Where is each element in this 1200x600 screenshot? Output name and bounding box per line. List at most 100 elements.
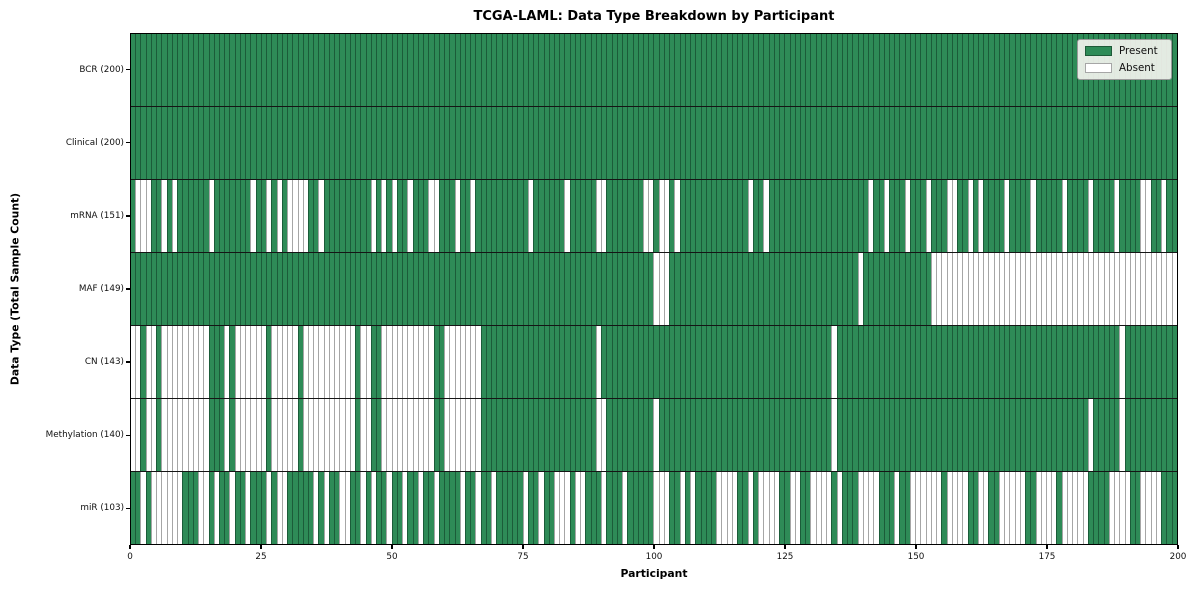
present-cell <box>773 326 780 398</box>
present-cell <box>899 326 905 398</box>
present-cell <box>517 180 523 252</box>
present-cell <box>888 326 895 398</box>
present-cell <box>606 34 612 106</box>
present-cell <box>784 180 790 252</box>
present-cell <box>297 34 303 106</box>
present-cell <box>480 399 486 471</box>
present-cell <box>622 180 628 252</box>
present-cell <box>700 180 706 252</box>
present-cell <box>1014 34 1020 106</box>
present-cell <box>789 34 795 106</box>
present-cell <box>841 326 848 398</box>
present-cell <box>475 107 481 179</box>
present-cell <box>946 399 952 471</box>
present-cell <box>653 326 659 398</box>
present-cell <box>888 34 895 106</box>
absent-cell <box>459 472 465 544</box>
present-cell <box>1035 399 1041 471</box>
absent-cell <box>857 253 863 325</box>
present-cell <box>983 107 989 179</box>
present-cell <box>444 34 450 106</box>
present-cell <box>684 472 691 544</box>
absent-cell <box>826 472 832 544</box>
absent-cell <box>1030 180 1036 252</box>
present-cell <box>396 34 403 106</box>
present-cell <box>355 34 361 106</box>
present-cell <box>904 399 910 471</box>
present-cell <box>192 180 199 252</box>
present-cell <box>297 472 303 544</box>
absent-cell <box>763 180 769 252</box>
present-cell <box>391 107 397 179</box>
absent-cell <box>187 399 193 471</box>
present-cell <box>538 253 544 325</box>
present-cell <box>972 326 978 398</box>
absent-cell <box>883 180 889 252</box>
absent-cell <box>454 399 460 471</box>
present-cell <box>920 326 926 398</box>
y-tick-label: MAF (149) <box>78 284 124 294</box>
present-cell <box>815 34 821 106</box>
absent-cell <box>595 326 602 398</box>
present-cell <box>616 34 623 106</box>
present-cell <box>517 326 523 398</box>
absent-cell <box>967 180 973 252</box>
present-cell <box>1035 107 1041 179</box>
present-cell <box>716 326 722 398</box>
absent-cell <box>747 180 753 252</box>
present-cell <box>433 399 439 471</box>
present-cell <box>909 180 916 252</box>
present-cell <box>773 253 780 325</box>
present-cell <box>412 180 418 252</box>
absent-cell <box>1114 180 1120 252</box>
present-cell <box>208 34 214 106</box>
x-axis-label: Participant <box>620 567 688 580</box>
present-cell <box>747 253 753 325</box>
present-cell <box>726 107 732 179</box>
present-cell <box>438 326 445 398</box>
absent-cell <box>198 472 204 544</box>
absent-cell <box>491 472 497 544</box>
absent-cell <box>287 180 293 252</box>
present-cell <box>402 34 408 106</box>
present-cell <box>1030 107 1036 179</box>
present-cell <box>313 253 319 325</box>
absent-cell <box>768 472 774 544</box>
present-cell <box>784 326 790 398</box>
present-cell <box>726 326 732 398</box>
x-tick-mark <box>129 545 131 549</box>
legend-label: Absent <box>1119 62 1155 74</box>
present-cell <box>480 34 486 106</box>
present-cell <box>266 326 272 398</box>
present-cell <box>177 34 183 106</box>
present-cell <box>873 107 879 179</box>
absent-cell <box>396 326 403 398</box>
present-cell <box>611 472 617 544</box>
present-cell <box>480 326 486 398</box>
present-cell <box>559 253 565 325</box>
present-cell <box>140 326 146 398</box>
present-cell <box>595 253 602 325</box>
present-cell <box>695 472 701 544</box>
present-cell <box>260 472 267 544</box>
present-cell <box>218 107 225 179</box>
absent-cell <box>302 326 308 398</box>
legend: Present Absent <box>1077 39 1172 80</box>
present-cell <box>1171 472 1177 544</box>
present-cell <box>888 472 895 544</box>
present-cell <box>648 399 654 471</box>
present-cell <box>574 399 581 471</box>
present-cell <box>370 34 377 106</box>
present-cell <box>1072 180 1078 252</box>
present-cell <box>1119 107 1125 179</box>
present-cell <box>1103 472 1109 544</box>
present-cell <box>1046 107 1052 179</box>
present-cell <box>292 34 298 106</box>
present-cell <box>909 253 916 325</box>
present-cell <box>679 326 685 398</box>
absent-cell <box>313 399 319 471</box>
present-cell <box>131 253 136 325</box>
present-cell <box>334 107 340 179</box>
present-cell <box>339 253 345 325</box>
present-cell <box>642 326 649 398</box>
